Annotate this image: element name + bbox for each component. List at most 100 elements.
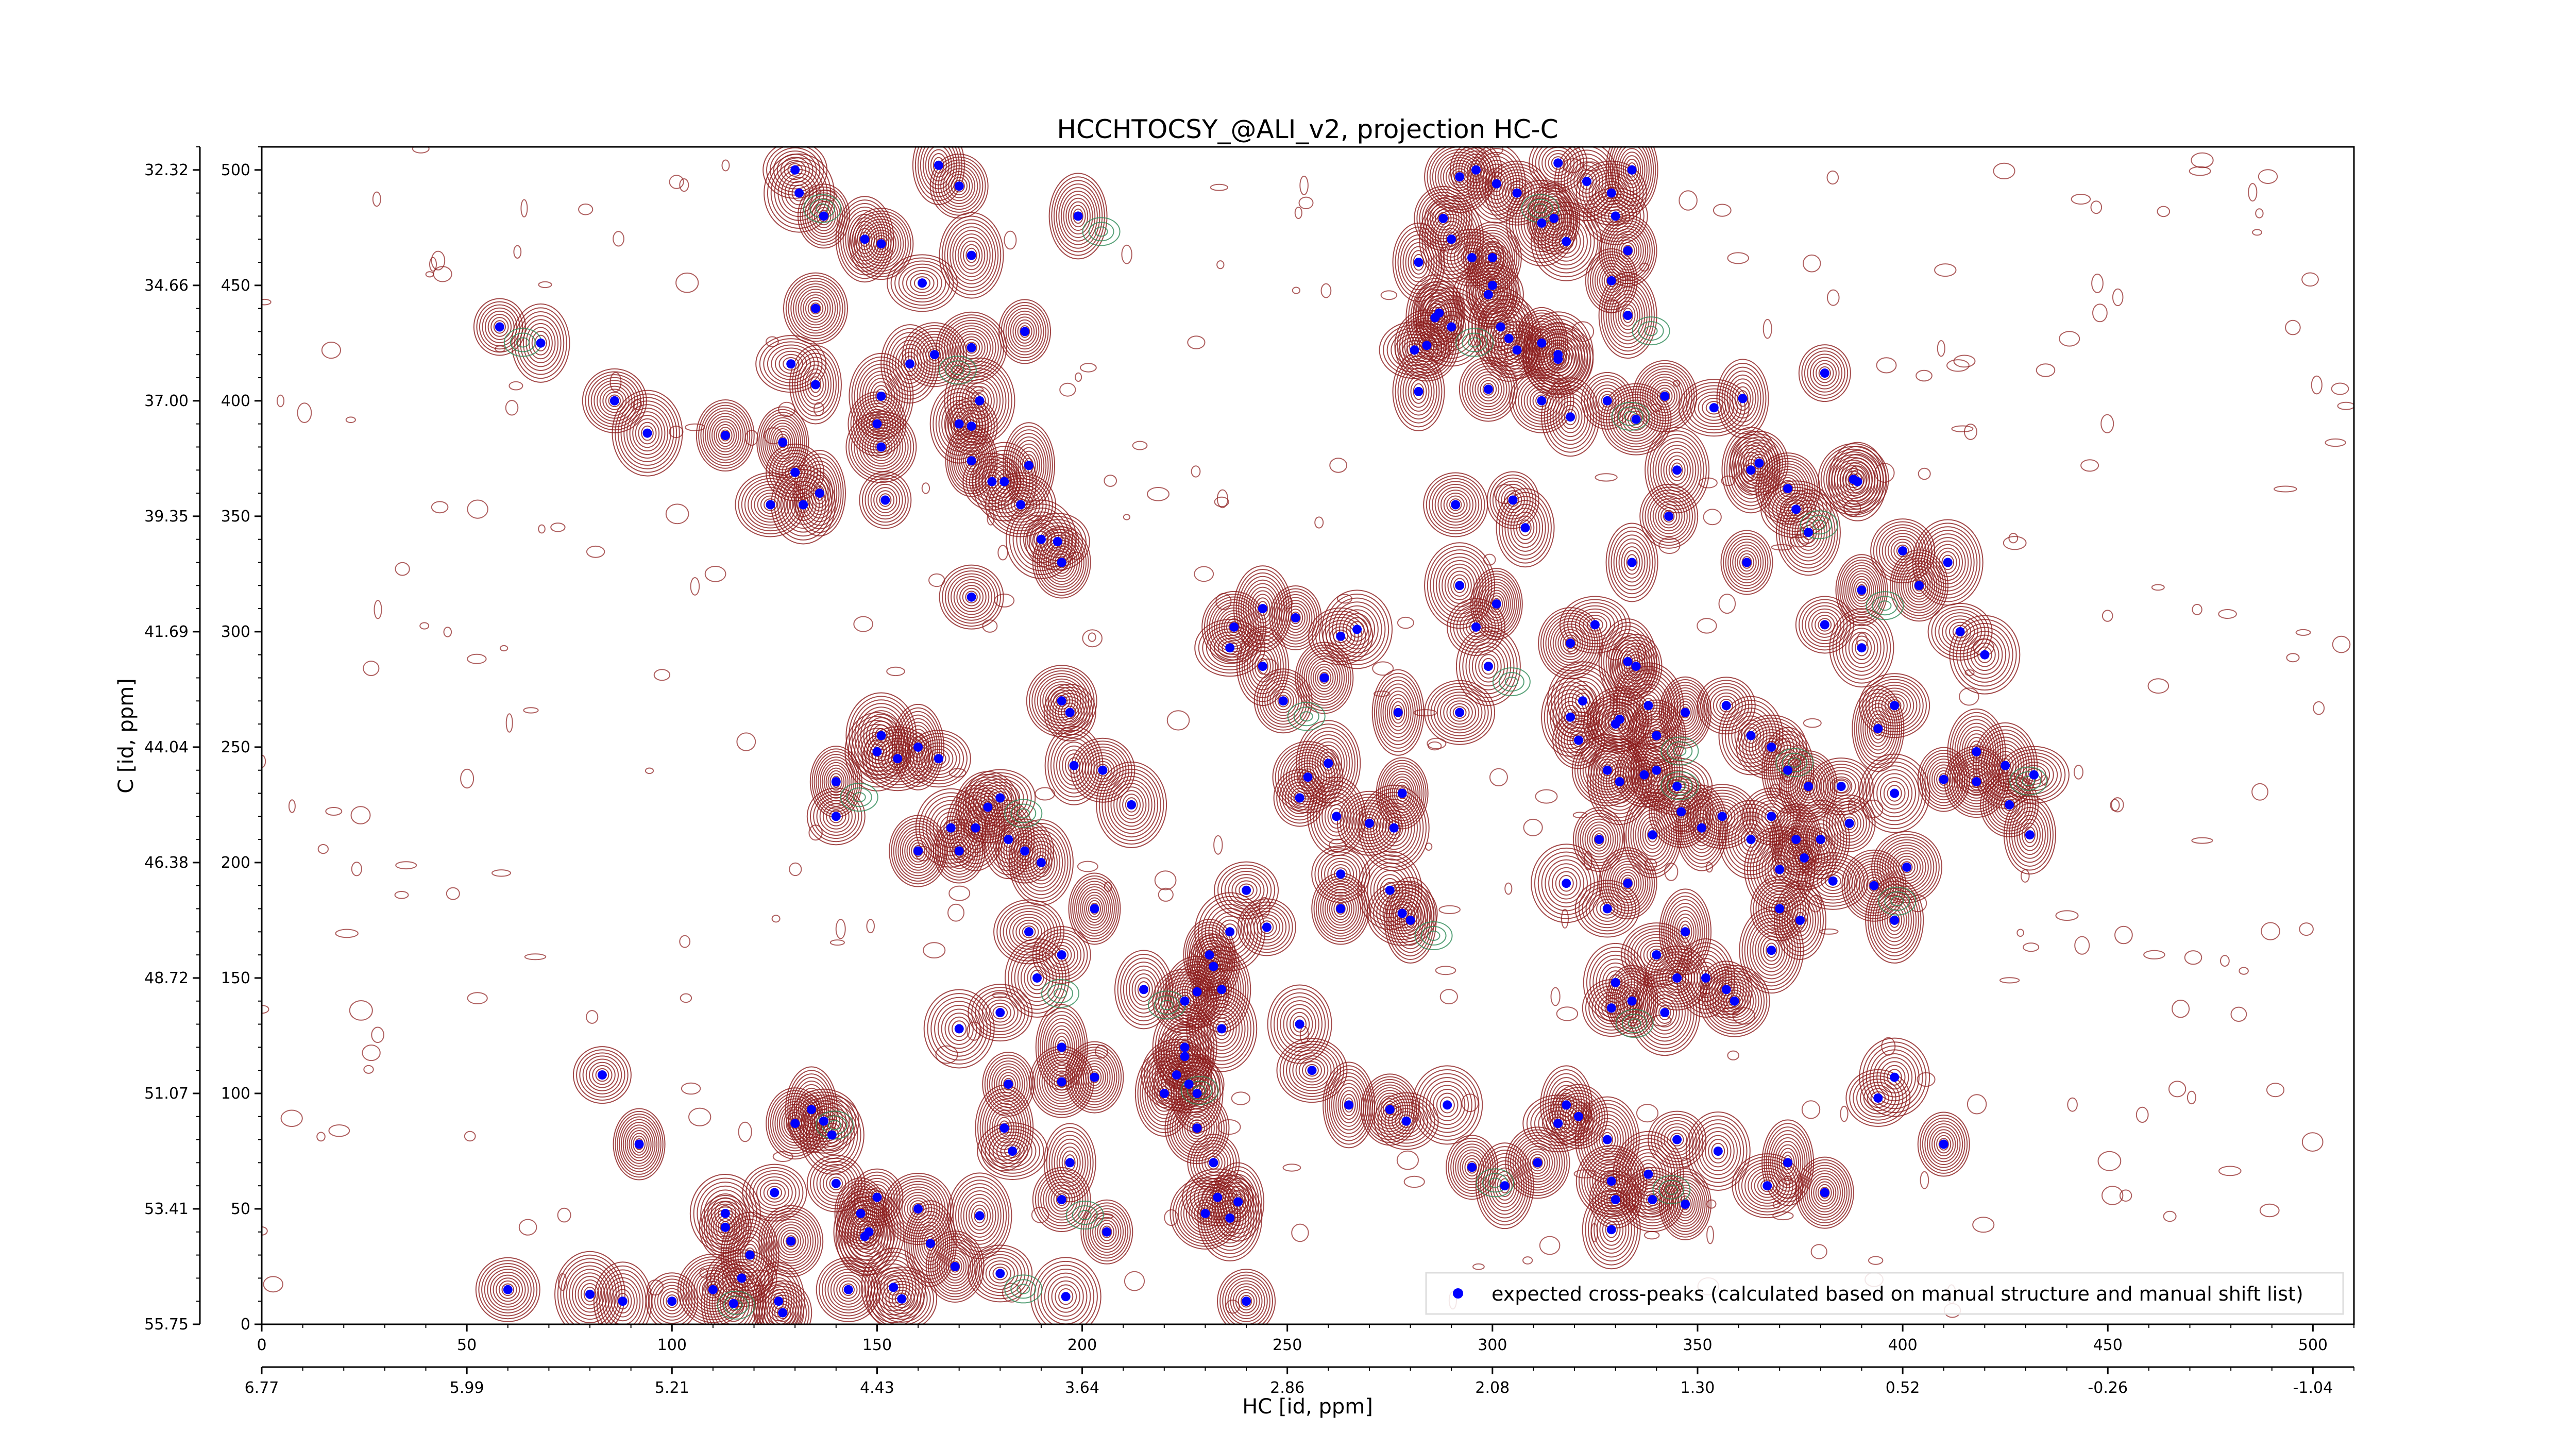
peak-marker: [1291, 613, 1300, 622]
y-index-tick-label: 350: [221, 508, 250, 526]
peak-marker: [918, 278, 927, 288]
noise-contour: [262, 298, 272, 306]
noise-contour: [1703, 509, 1722, 526]
noise-contour: [921, 482, 930, 494]
contour-ring: [1912, 577, 1926, 595]
negative-contour: [1047, 983, 1073, 1003]
contour-ring: [1222, 923, 1238, 940]
contour-ring: [1459, 357, 1518, 422]
contour-ring: [1516, 515, 1535, 541]
contour-ring: [1678, 920, 1692, 943]
contour-ring: [739, 1240, 760, 1270]
contour-ring: [897, 347, 922, 380]
contour-ring: [1771, 899, 1788, 918]
noise-contour: [2218, 609, 2237, 619]
negative-contour: [1617, 406, 1643, 426]
contour-ring: [1308, 658, 1341, 698]
contour-ring: [1019, 922, 1039, 941]
contour-ring: [753, 1173, 796, 1212]
contour-ring: [615, 1110, 664, 1178]
peak-marker: [1401, 1116, 1411, 1126]
contour-ring: [619, 1116, 660, 1172]
legend-peak-marker: [1453, 1288, 1463, 1299]
contour-ring: [1787, 502, 1805, 516]
contour-ring: [1349, 621, 1365, 638]
noise-contour: [2192, 603, 2202, 615]
negative-contour: [717, 1290, 755, 1320]
contour-ring: [557, 1254, 623, 1324]
contour-ring: [919, 340, 950, 370]
peak-marker: [1492, 599, 1501, 609]
peak-marker: [971, 823, 980, 833]
noise-contour: [1489, 768, 1508, 787]
contour-ring: [951, 177, 968, 196]
contour-ring: [1851, 576, 1872, 604]
contour-ring: [1044, 1062, 1080, 1102]
contour-ring: [1720, 530, 1773, 595]
noise-contour: [1583, 161, 1600, 172]
noise-contour: [2157, 206, 2171, 217]
contour-ring: [1700, 680, 1753, 732]
contour-ring: [613, 1108, 666, 1181]
contour-ring: [1332, 601, 1382, 658]
contour-ring: [624, 1124, 654, 1164]
contour-ring: [836, 1192, 902, 1272]
negative-contour: [1455, 328, 1494, 357]
contour-ring: [1611, 530, 1653, 595]
noise-contour: [1803, 718, 1822, 728]
contour-ring: [722, 1288, 745, 1319]
y-ppm-tick-label: 51.07: [144, 1085, 189, 1103]
noise-contour: [1438, 905, 1461, 914]
contour-ring: [950, 226, 993, 284]
noise-contour: [1651, 1015, 1672, 1027]
contour-ring: [1019, 833, 1063, 892]
contour-ring: [1642, 486, 1696, 546]
contour-ring: [772, 428, 793, 457]
contour-ring: [1314, 848, 1367, 900]
noise-contour: [2255, 208, 2264, 218]
peak-marker: [1795, 915, 1805, 925]
contour-ring: [757, 1269, 800, 1324]
contour-ring: [982, 801, 993, 813]
contour-ring: [1490, 166, 1544, 220]
contour-ring: [873, 487, 897, 513]
contour-ring: [1776, 1144, 1799, 1181]
peak-marker: [1566, 638, 1575, 648]
contour-ring: [1177, 969, 1217, 1015]
contour-ring: [778, 1104, 811, 1143]
noise-contour: [492, 869, 511, 877]
peak-marker: [1295, 793, 1304, 803]
noise-contour: [1590, 1223, 1598, 1242]
contour-ring: [922, 342, 947, 367]
peak-marker: [1869, 881, 1879, 890]
contour-ring: [1715, 810, 1730, 823]
contour-ring: [1030, 848, 1053, 878]
contour-ring: [1672, 1187, 1698, 1221]
contour-ring: [1017, 322, 1032, 341]
x-index-tick-label: 400: [1888, 1336, 1917, 1354]
contour-ring: [987, 1102, 1022, 1154]
contour-ring: [1575, 693, 1590, 710]
peak-marker: [1857, 585, 1867, 595]
contour-ring: [1240, 1294, 1252, 1308]
contour-ring: [1520, 197, 1563, 249]
peak-marker: [1681, 1200, 1690, 1209]
peak-marker: [1652, 950, 1662, 960]
contour-ring: [572, 1046, 632, 1104]
contour-ring: [1360, 854, 1419, 926]
noise-contour: [1672, 825, 1696, 832]
contour-ring: [498, 1280, 517, 1299]
contour-ring: [1608, 286, 1648, 345]
contour-ring: [1475, 374, 1502, 405]
contour-ring: [937, 1004, 981, 1053]
noise-contour: [2311, 375, 2323, 395]
peak-marker: [1730, 996, 1739, 1006]
peak-marker: [1721, 701, 1731, 711]
contour-ring: [569, 1269, 611, 1320]
noise-contour: [513, 245, 522, 259]
contour-ring: [875, 389, 887, 404]
noise-contour: [1082, 629, 1103, 648]
contour-ring: [1440, 224, 1463, 254]
contour-ring: [1667, 1179, 1704, 1229]
peak-marker: [1660, 391, 1670, 401]
